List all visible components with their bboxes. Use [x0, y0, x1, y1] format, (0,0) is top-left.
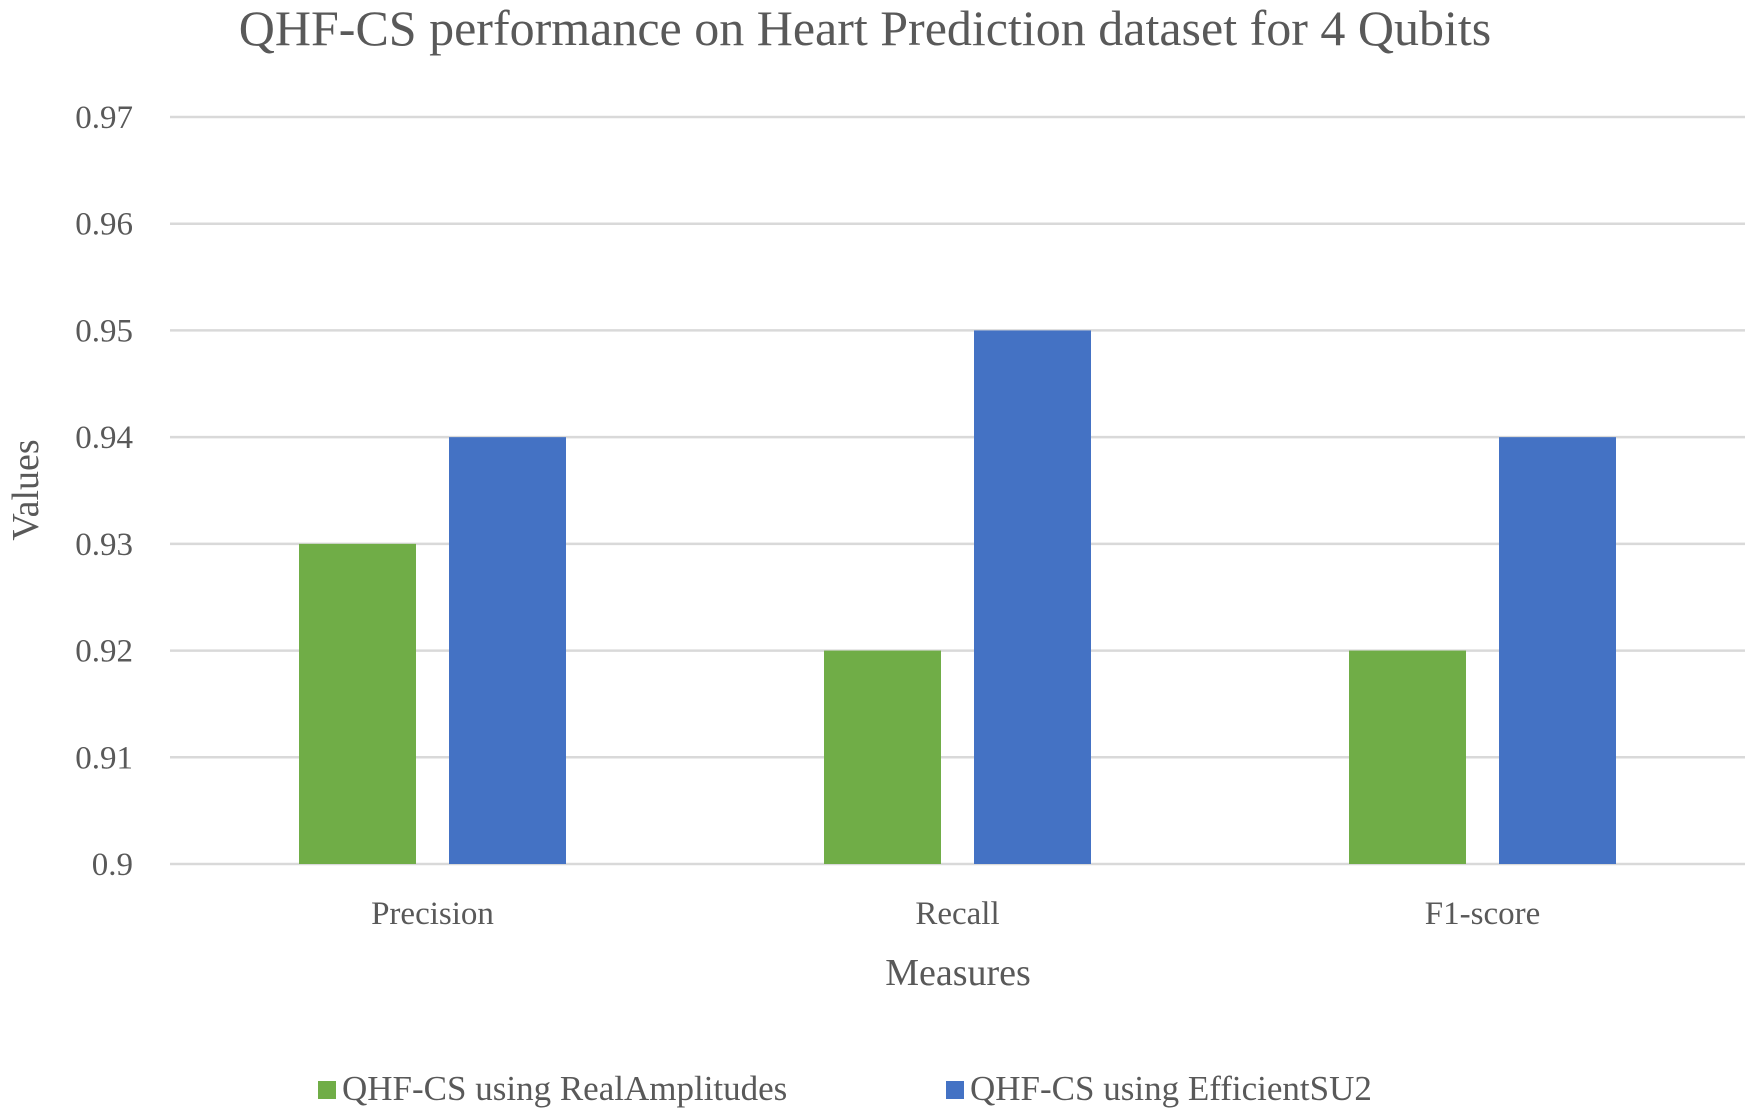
- bar-realamplitudes-recall: [824, 650, 941, 864]
- bars: [299, 330, 1616, 864]
- y-tick-label: 0.95: [75, 313, 133, 349]
- bar-efficientsu2-f1-score: [1499, 437, 1616, 864]
- legend: QHF-CS using RealAmplitudes QHF-CS using …: [318, 1069, 1372, 1108]
- y-tick-label: 0.97: [75, 100, 133, 136]
- gridlines: [170, 115, 1745, 866]
- y-tick-label: 0.94: [75, 420, 133, 456]
- x-axis-ticks: Precision Recall F1-score: [371, 896, 1540, 932]
- y-axis-ticks: 0.9 0.91 0.92 0.93 0.94 0.95 0.96 0.97: [75, 100, 133, 883]
- legend-label: QHF-CS using RealAmplitudes: [342, 1069, 787, 1108]
- bar-realamplitudes-f1-score: [1349, 650, 1466, 864]
- bar-realamplitudes-precision: [299, 543, 416, 864]
- chart-title: QHF-CS performance on Heart Prediction d…: [239, 0, 1491, 56]
- legend-swatch: [318, 1081, 336, 1099]
- y-tick-label: 0.93: [75, 527, 133, 563]
- bar-efficientsu2-recall: [974, 330, 1091, 864]
- x-tick-label: F1-score: [1425, 896, 1540, 932]
- y-tick-label: 0.96: [75, 207, 133, 243]
- y-tick-label: 0.91: [75, 740, 133, 776]
- x-tick-label: Recall: [915, 896, 999, 932]
- y-tick-label: 0.92: [75, 634, 133, 670]
- bar-efficientsu2-precision: [449, 437, 566, 864]
- x-tick-label: Precision: [371, 896, 494, 932]
- legend-swatch: [946, 1081, 964, 1099]
- legend-label: QHF-CS using EfficientSU2: [970, 1069, 1372, 1108]
- y-axis-title: Values: [5, 439, 47, 540]
- x-axis-title: Measures: [885, 952, 1031, 994]
- y-tick-label: 0.9: [92, 847, 133, 883]
